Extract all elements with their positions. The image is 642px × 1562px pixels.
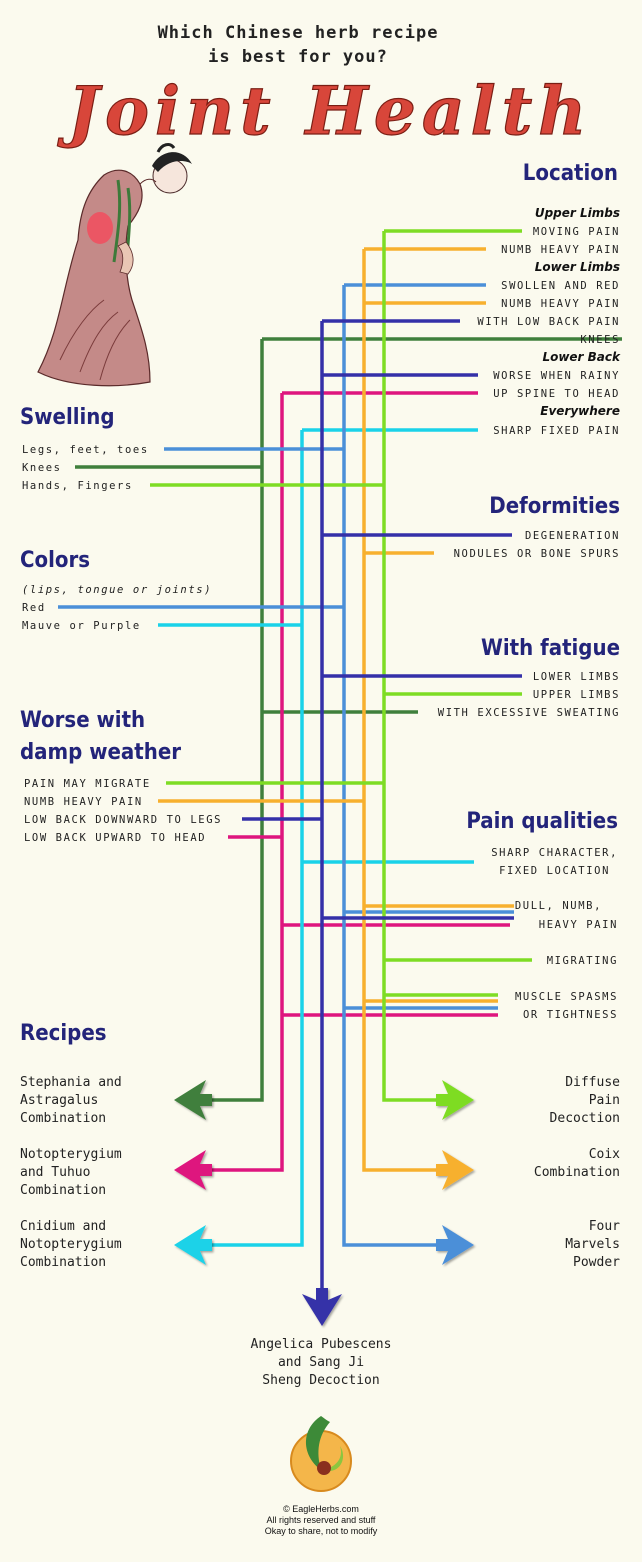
damp-header-2: damp weather — [20, 740, 181, 765]
label-dull-2: HEAVY PAIN — [539, 919, 618, 931]
label-legs-feet-toes: Legs, feet, toes — [22, 444, 149, 456]
label-pain-migrate: PAIN MAY MIGRATE — [24, 778, 151, 790]
line-cnidium-trunk — [205, 430, 304, 1247]
recipe-diffuse-line: Decoction — [550, 1111, 620, 1126]
recipe-coix-line: Coix — [589, 1147, 620, 1162]
recipe-stephania-line: Stephania and — [20, 1075, 122, 1090]
deformities-header: Deformities — [489, 494, 620, 519]
label-degeneration: DEGENERATION — [525, 530, 620, 542]
arrow-diffuse-icon — [436, 1080, 474, 1120]
label-up-spine: UP SPINE TO HEAD — [493, 388, 620, 400]
label-knees-location: KNEES — [580, 334, 620, 346]
recipe-angelica: Angelica Pubescens and Sang Ji Sheng Dec… — [251, 1337, 392, 1388]
label-migrating: MIGRATING — [547, 955, 618, 967]
label-dull-1: DULL, NUMB, — [515, 900, 602, 912]
label-numb-heavy-upper: NUMB HEAVY PAIN — [501, 244, 620, 256]
label-sharp-2: FIXED LOCATION — [499, 865, 610, 877]
label-spasms-2: OR TIGHTNESS — [523, 1009, 618, 1021]
label-spasms-1: MUSCLE SPASMS — [515, 991, 618, 1003]
recipe-cnidium: Cnidium and Notopterygium Combination — [20, 1219, 122, 1270]
recipe-diffuse-line: Diffuse — [565, 1075, 620, 1090]
arrow-stephania-icon — [174, 1080, 212, 1120]
arrow-angelica-icon — [302, 1288, 342, 1326]
recipe-cnidium-line: Cnidium and — [20, 1219, 106, 1234]
label-mauve: Mauve or Purple — [22, 620, 141, 632]
location-header: Location — [523, 161, 618, 186]
fatigue-header: With fatigue — [481, 636, 620, 661]
woman-illustration — [37, 143, 192, 387]
pain-header: Pain qualities — [466, 809, 618, 834]
label-sharp-1: SHARP CHARACTER, — [491, 847, 618, 859]
lower-back-subhead: Lower Back — [542, 350, 621, 364]
label-worse-rainy: WORSE WHEN RAINY — [493, 370, 620, 382]
recipes-header: Recipes — [20, 1021, 107, 1046]
recipe-four-marvels-line: Powder — [573, 1255, 620, 1270]
label-fatigue-lower: LOWER LIMBS — [533, 671, 620, 683]
recipe-diffuse: Diffuse Pain Decoction — [550, 1075, 621, 1126]
recipe-stephania-line: Combination — [20, 1111, 106, 1126]
footer-rights: All rights reserved and stuff — [267, 1515, 376, 1525]
label-up-head: LOW BACK UPWARD TO HEAD — [24, 832, 206, 844]
eagleherbs-logo — [290, 1416, 352, 1492]
recipe-four-marvels-line: Marvels — [565, 1237, 620, 1252]
title-line-2: is best for you? — [208, 47, 388, 67]
recipe-angelica-line: and Sang Ji — [278, 1355, 364, 1370]
everywhere-subhead: Everywhere — [540, 404, 620, 418]
upper-limbs-subhead: Upper Limbs — [535, 206, 620, 220]
footer-share: Okay to share, not to modify — [265, 1526, 378, 1536]
footer-site: © EagleHerbs.com — [283, 1504, 359, 1514]
line-marvels-trunk — [342, 285, 443, 1247]
line-coix-trunk — [362, 249, 443, 1172]
recipe-angelica-line: Sheng Decoction — [262, 1373, 379, 1388]
arrow-four-marvels-icon — [436, 1225, 474, 1265]
swelling-header: Swelling — [20, 405, 115, 430]
arrow-heads — [174, 1080, 474, 1326]
recipe-notopterygium-line: and Tuhuo — [20, 1165, 90, 1180]
label-fatigue-sweating: WITH EXCESSIVE SWEATING — [438, 707, 620, 719]
recipe-stephania-line: Astragalus — [20, 1093, 98, 1108]
label-numb-heavy-lower: NUMB HEAVY PAIN — [501, 298, 620, 310]
label-swollen-red: SWOLLEN AND RED — [501, 280, 620, 292]
label-sharp-fixed: SHARP FIXED PAIN — [493, 425, 620, 437]
label-moving-pain: MOVING PAIN — [533, 226, 620, 238]
arrow-cnidium-icon — [174, 1225, 212, 1265]
recipe-notopterygium: Notopterygium and Tuhuo Combination — [20, 1147, 122, 1198]
label-colors-note: (lips, tongue or joints) — [22, 584, 212, 596]
recipe-four-marvels: Four Marvels Powder — [565, 1219, 620, 1270]
label-nodules: NODULES OR BONE SPURS — [454, 548, 620, 560]
recipe-coix-line: Combination — [534, 1165, 620, 1180]
damp-header-1: Worse with — [20, 708, 145, 733]
recipe-coix: Coix Combination — [534, 1147, 620, 1180]
label-red: Red — [22, 602, 46, 614]
arrow-coix-icon — [436, 1150, 474, 1190]
recipe-four-marvels-line: Four — [589, 1219, 620, 1234]
recipe-notopterygium-line: Combination — [20, 1183, 106, 1198]
line-diffuse-trunk — [382, 231, 443, 1102]
recipe-notopterygium-line: Notopterygium — [20, 1147, 122, 1162]
title-line-1: Which Chinese herb recipe — [158, 23, 439, 43]
label-knees-swelling: Knees — [22, 462, 62, 474]
recipe-cnidium-line: Combination — [20, 1255, 106, 1270]
recipe-stephania: Stephania and Astragalus Combination — [20, 1075, 122, 1126]
line-noto-trunk — [205, 393, 284, 1172]
connector-lines — [58, 229, 622, 1298]
label-down-legs: LOW BACK DOWNWARD TO LEGS — [24, 814, 222, 826]
recipe-cnidium-line: Notopterygium — [20, 1237, 122, 1252]
label-damp-numb: NUMB HEAVY PAIN — [24, 796, 143, 808]
label-hands-fingers: Hands, Fingers — [22, 480, 133, 492]
label-low-back-pain: WITH LOW BACK PAIN — [477, 316, 620, 328]
main-title: Joint Health — [57, 72, 592, 150]
colors-header: Colors — [20, 548, 90, 573]
lower-limbs-subhead: Lower Limbs — [535, 260, 620, 274]
recipe-diffuse-line: Pain — [589, 1093, 620, 1108]
recipe-angelica-line: Angelica Pubescens — [251, 1337, 392, 1352]
label-fatigue-upper: UPPER LIMBS — [533, 689, 620, 701]
line-stephania-trunk — [205, 339, 264, 1102]
arrow-notopterygium-icon — [174, 1150, 212, 1190]
